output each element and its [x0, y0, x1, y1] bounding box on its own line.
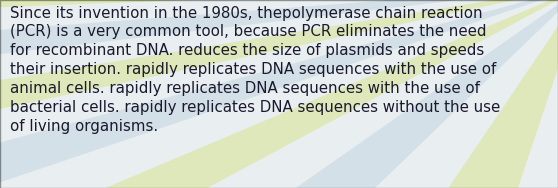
Wedge shape — [213, 0, 558, 188]
Wedge shape — [0, 0, 558, 171]
Text: Since its invention in the 1980s, thepolymerase chain reaction
(PCR) is a very c: Since its invention in the 1980s, thepol… — [10, 6, 501, 134]
Wedge shape — [0, 0, 558, 48]
